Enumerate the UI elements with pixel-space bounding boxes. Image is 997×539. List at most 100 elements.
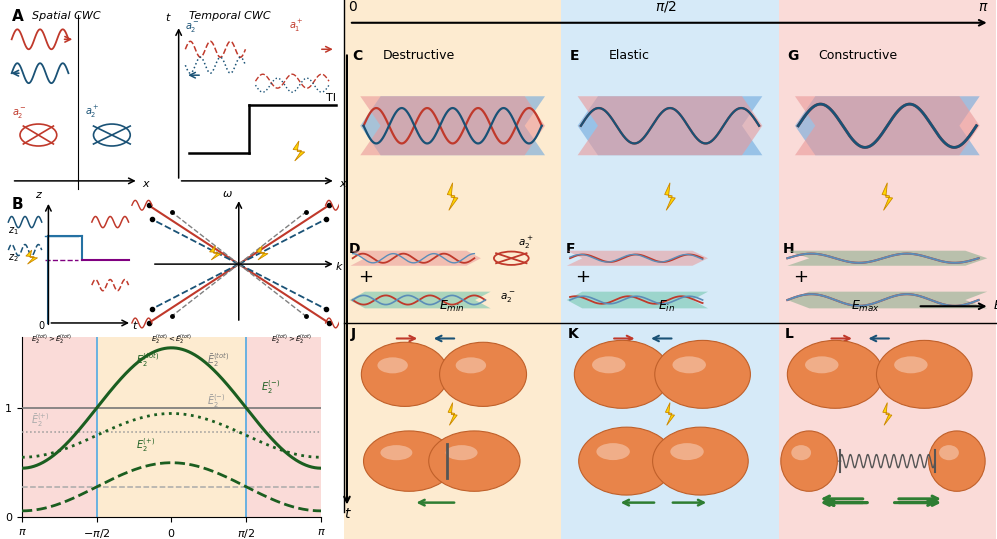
Ellipse shape: [672, 356, 706, 374]
Ellipse shape: [781, 431, 837, 492]
Polygon shape: [209, 246, 221, 260]
Polygon shape: [26, 250, 38, 264]
Text: E: E: [570, 49, 579, 63]
Text: +: +: [358, 268, 373, 286]
Text: TI: TI: [326, 93, 336, 103]
Text: $\bar{E}_2^{(-)}$: $\bar{E}_2^{(-)}$: [207, 393, 226, 411]
Bar: [22, 337, 97, 517]
Ellipse shape: [364, 431, 455, 492]
Ellipse shape: [792, 445, 812, 460]
Polygon shape: [788, 251, 987, 266]
Ellipse shape: [876, 341, 972, 409]
Text: Destructive: Destructive: [383, 49, 456, 62]
Ellipse shape: [939, 445, 959, 460]
Polygon shape: [360, 96, 545, 155]
Ellipse shape: [894, 356, 927, 374]
Text: $\omega$: $\omega$: [222, 189, 233, 199]
Text: Spatial CWC: Spatial CWC: [32, 11, 101, 22]
Polygon shape: [448, 403, 458, 425]
Text: x: x: [339, 179, 346, 189]
Polygon shape: [349, 292, 491, 308]
Ellipse shape: [655, 341, 751, 409]
Text: $E_{min}$: $E_{min}$: [439, 299, 465, 314]
Text: $a_2^+$: $a_2^+$: [85, 104, 100, 120]
Text: A: A: [12, 9, 23, 24]
Text: Elastic: Elastic: [609, 49, 650, 62]
Polygon shape: [293, 141, 305, 161]
Text: $E_2^{(tot)}{>}\bar{E}_2^{(tot)}$: $E_2^{(tot)}{>}\bar{E}_2^{(tot)}$: [31, 333, 73, 347]
Bar: [246, 337, 321, 517]
Text: $E_{max}$: $E_{max}$: [851, 299, 880, 314]
Text: +: +: [575, 268, 590, 286]
Text: z: z: [35, 190, 41, 201]
Polygon shape: [566, 292, 708, 308]
Polygon shape: [577, 96, 763, 155]
Ellipse shape: [653, 427, 748, 495]
Polygon shape: [360, 96, 545, 155]
Text: $a_2^-$: $a_2^-$: [12, 106, 27, 120]
Text: $E_{out}$: $E_{out}$: [993, 299, 997, 314]
Text: t: t: [166, 13, 169, 23]
Polygon shape: [351, 251, 481, 266]
Text: $a_1^+$: $a_1^+$: [289, 18, 303, 34]
Polygon shape: [256, 246, 268, 260]
Text: L: L: [786, 327, 794, 341]
Text: $\pi/2$: $\pi/2$: [655, 0, 677, 14]
Ellipse shape: [361, 342, 449, 406]
Polygon shape: [788, 292, 987, 308]
Polygon shape: [882, 183, 892, 210]
Text: +: +: [793, 268, 808, 286]
Text: Constructive: Constructive: [818, 49, 897, 62]
Polygon shape: [577, 96, 763, 155]
Text: Temporal CWC: Temporal CWC: [188, 11, 270, 22]
Text: $E_2^{(+)}$: $E_2^{(+)}$: [136, 436, 155, 454]
Text: $a_2^+$: $a_2^+$: [517, 234, 533, 251]
Text: $z_2$: $z_2$: [8, 252, 19, 264]
Text: F: F: [565, 241, 575, 255]
Text: $E_2^{(tot)}{>}\bar{E}_2^{(tot)}$: $E_2^{(tot)}{>}\bar{E}_2^{(tot)}$: [270, 333, 312, 347]
Text: G: G: [788, 49, 799, 63]
Text: $E_2^{(tot)}{<}\bar{E}_2^{(tot)}$: $E_2^{(tot)}{<}\bar{E}_2^{(tot)}$: [151, 333, 192, 347]
Ellipse shape: [596, 443, 630, 460]
Bar: [97, 337, 246, 517]
Text: 0: 0: [348, 0, 357, 13]
Ellipse shape: [446, 445, 478, 460]
Text: $E_{in}$: $E_{in}$: [658, 299, 675, 314]
Text: H: H: [783, 241, 795, 255]
Ellipse shape: [574, 341, 670, 409]
Polygon shape: [566, 251, 708, 266]
Text: $E_2^{(tot)}$: $E_2^{(tot)}$: [136, 351, 159, 369]
Text: C: C: [353, 49, 363, 63]
Text: K: K: [568, 327, 578, 341]
Text: $a_2^-$: $a_2^-$: [185, 20, 200, 34]
Text: 0: 0: [38, 321, 45, 330]
Polygon shape: [448, 183, 458, 210]
Text: $a_2^-$: $a_2^-$: [500, 290, 516, 304]
Text: $E_2^{(-)}$: $E_2^{(-)}$: [261, 378, 280, 396]
Text: x: x: [142, 179, 149, 189]
Polygon shape: [665, 183, 675, 210]
Text: $z_1$: $z_1$: [8, 225, 19, 237]
Polygon shape: [882, 403, 892, 425]
Polygon shape: [795, 96, 980, 155]
Text: $\bar{E}_2^{(+)}$: $\bar{E}_2^{(+)}$: [31, 411, 50, 429]
Polygon shape: [795, 96, 980, 155]
Ellipse shape: [592, 356, 625, 374]
Text: D: D: [348, 241, 360, 255]
Ellipse shape: [440, 342, 526, 406]
Y-axis label: Energy / $\bar{E}_2^{(tot)}$: Energy / $\bar{E}_2^{(tot)}$: [0, 392, 2, 462]
Text: J: J: [351, 327, 356, 341]
Ellipse shape: [578, 427, 674, 495]
Text: $\phi$: $\phi$: [993, 0, 997, 16]
Text: $\pi$: $\pi$: [978, 0, 988, 13]
Ellipse shape: [456, 357, 487, 374]
Ellipse shape: [928, 431, 985, 492]
Polygon shape: [665, 403, 675, 425]
Ellipse shape: [670, 443, 704, 460]
Ellipse shape: [381, 445, 413, 460]
Text: t: t: [132, 321, 137, 330]
Text: t: t: [344, 507, 350, 521]
Ellipse shape: [805, 356, 838, 374]
Text: k: k: [336, 262, 342, 272]
Ellipse shape: [429, 431, 520, 492]
